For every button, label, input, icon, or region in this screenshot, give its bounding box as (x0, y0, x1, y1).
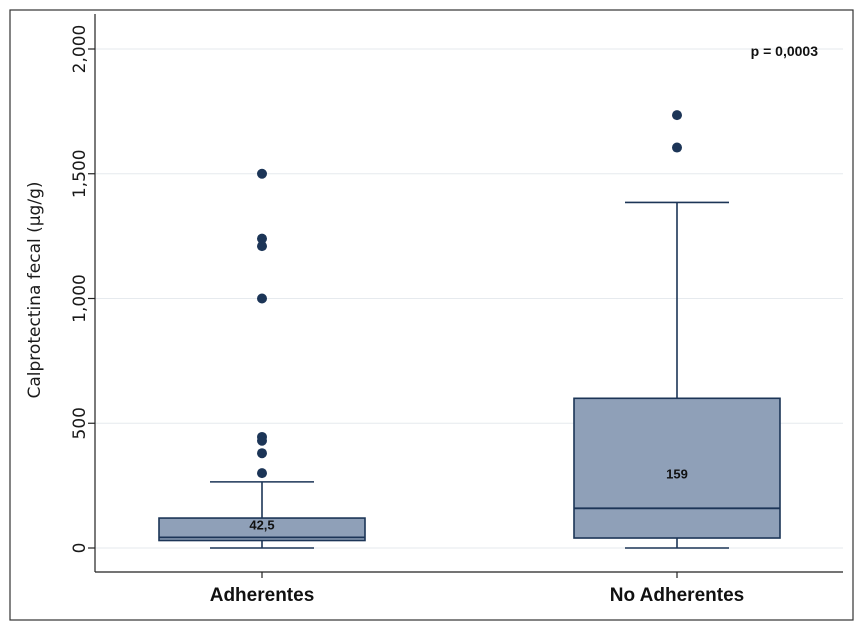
y-tick-label: 0 (70, 543, 90, 554)
y-tick-label: 1,500 (70, 149, 90, 198)
median-label: 42,5 (249, 517, 274, 532)
outlier-point (257, 468, 267, 479)
outlier-point (672, 110, 682, 121)
iqr-box (158, 517, 366, 542)
y-tick-label: 2,000 (70, 25, 90, 74)
iqr-box (573, 397, 781, 539)
outlier-point (257, 168, 267, 179)
outlier-point (257, 293, 267, 304)
y-tick-label: 1,000 (70, 274, 90, 323)
median-label: 159 (666, 466, 688, 481)
x-category-label: No Adherentes (610, 585, 744, 606)
label-layer: Adherentes No Adherentes 42,5 159 (210, 466, 744, 606)
outlier-point (257, 448, 267, 459)
y-axis-label: Calprotectina fecal (µg/g) (25, 182, 45, 399)
x-category-label: Adherentes (210, 585, 315, 606)
outlier-point (257, 241, 267, 252)
box-layer (158, 110, 781, 549)
outlier-point (672, 142, 682, 153)
axis-layer: 0 500 1,000 1,500 2,000 (70, 14, 843, 578)
box-group (573, 110, 781, 549)
outlier-point (257, 431, 267, 442)
p-value-annotation: p = 0,0003 (751, 43, 819, 59)
y-tick-label: 500 (70, 407, 90, 439)
box-group (158, 168, 366, 549)
outlier-point (257, 233, 267, 244)
